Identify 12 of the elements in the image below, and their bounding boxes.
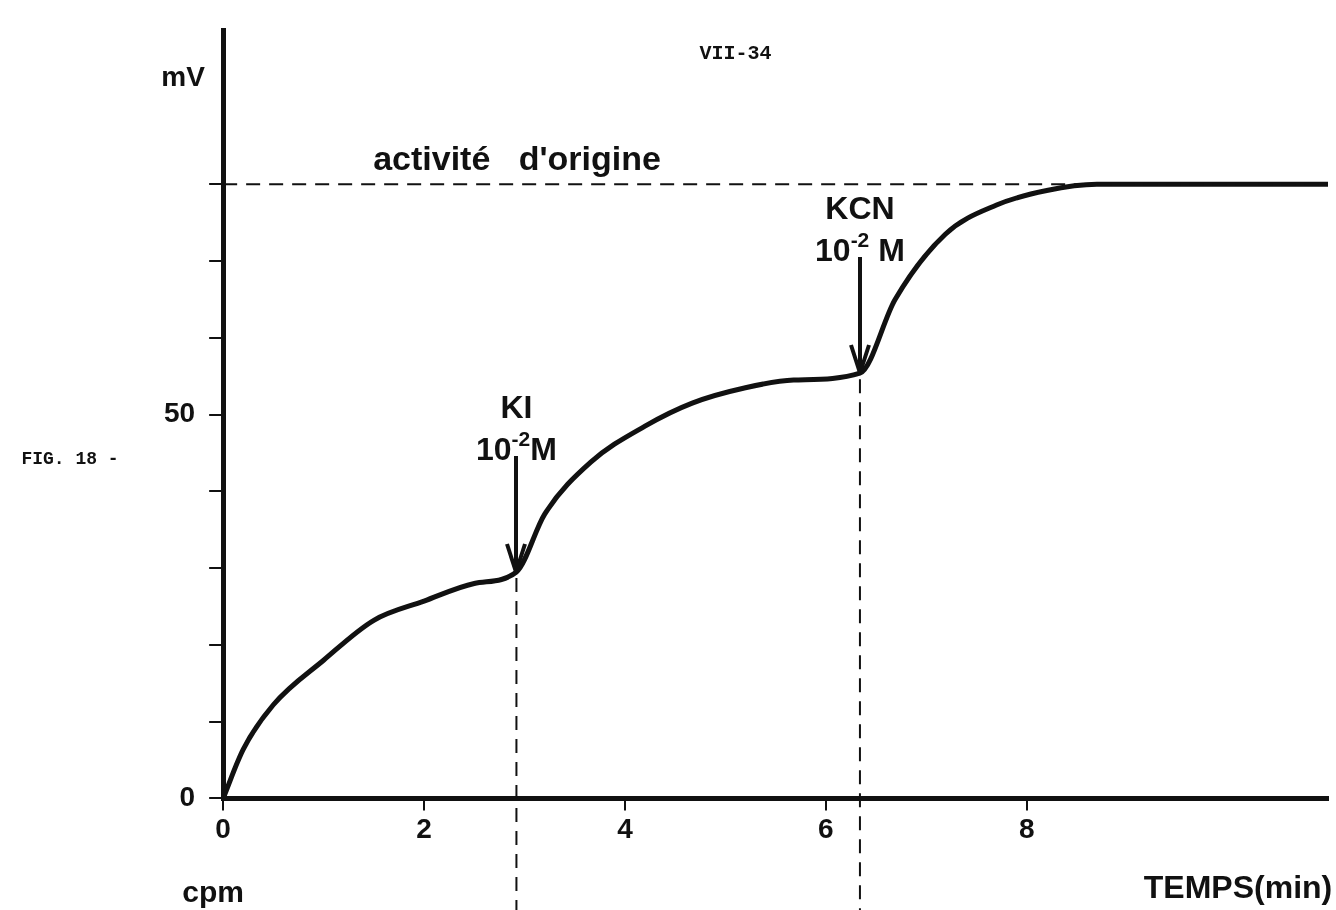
x-axis-title: TEMPS(min) — [1143, 869, 1333, 905]
x-tick-label: 8 — [1018, 812, 1035, 844]
x-tick-label: 4 — [617, 812, 634, 844]
y-axis-title: mV — [161, 60, 206, 92]
x-tick-label: 2 — [416, 812, 432, 844]
y-tick-label: 50 — [163, 397, 196, 429]
ref-line-label: activité d'origine — [373, 139, 661, 178]
caption: FIG. 18 - — [21, 449, 119, 470]
text: VII-34 — [699, 41, 772, 65]
text: cpm — [182, 875, 244, 908]
x-tick-label: 0 — [215, 812, 231, 844]
x-tick-label: 6 — [818, 812, 834, 844]
